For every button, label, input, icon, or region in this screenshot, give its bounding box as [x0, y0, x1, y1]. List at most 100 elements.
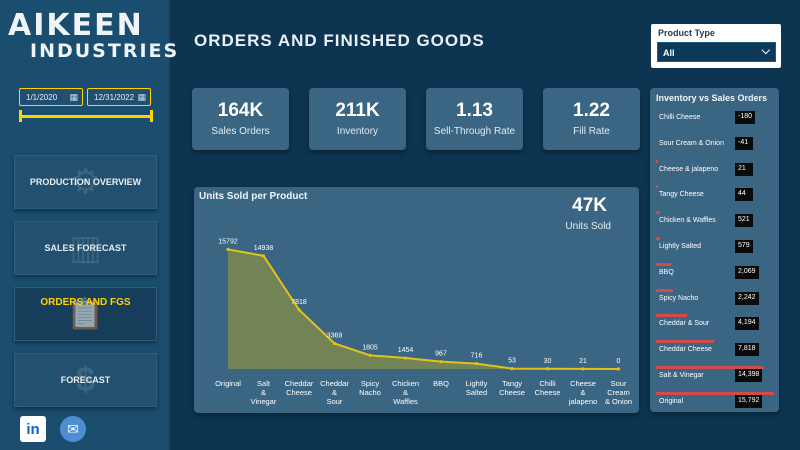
data-point[interactable] [510, 366, 514, 371]
inventory-row-value: 7,818 [735, 343, 759, 357]
mail-icon[interactable]: ✉ [60, 416, 86, 442]
nav-label: PRODUCTION OVERVIEW [29, 177, 142, 187]
inventory-row-name: Cheddar & Sour [659, 320, 710, 328]
category-tick-label: Tangy Cheese [499, 379, 525, 397]
data-point[interactable] [616, 367, 621, 371]
units-sold-total: 47K [572, 195, 607, 216]
nav-forecast-button[interactable]: $ FORECAST [14, 353, 157, 407]
nav-production-overview-button[interactable]: ⚙ PRODUCTION OVERVIEW [14, 155, 157, 209]
start-date-input[interactable]: 1/1/2020 ▦ [19, 88, 83, 106]
inventory-row-value: 2,242 [735, 291, 759, 305]
inventory-row-name: Chicken & Waffles [659, 217, 716, 225]
category-tick-label: Cheddar Cheese [285, 379, 314, 397]
data-label: 7818 [291, 299, 307, 306]
kpi-sales-orders: 164K Sales Orders [192, 88, 289, 150]
date-range-slider[interactable] [20, 115, 152, 118]
nav-sales-forecast-button[interactable]: ▥ SALES FORECAST [14, 221, 157, 275]
chart-title: Units Sold per Product [199, 191, 308, 202]
kpi-label: Sell-Through Rate [433, 126, 516, 137]
inventory-row-value: 4,194 [735, 317, 759, 331]
chevron-down-icon[interactable]: ⌵ [761, 45, 770, 57]
data-point[interactable] [439, 360, 443, 364]
inventory-row[interactable]: Spicy Nacho 2,242 [650, 288, 779, 316]
inventory-row-value: 21 [735, 162, 753, 176]
inventory-row[interactable]: Sour Cream & Onion -41 [650, 136, 779, 161]
data-label: 15792 [218, 238, 238, 245]
inventory-row-name: BBQ [659, 268, 674, 276]
category-tick-label: Spicy Nacho [359, 379, 381, 397]
nav-label: SALES FORECAST [44, 243, 127, 253]
data-label: 716 [471, 353, 483, 360]
inventory-row[interactable]: Cheddar Cheese 7,818 [650, 340, 779, 367]
date-slider-start-handle[interactable] [19, 110, 22, 122]
inventory-bar [656, 366, 764, 369]
inventory-row[interactable]: Cheddar & Sour 4,194 [650, 314, 779, 341]
factory-icon: ⚙ [70, 163, 101, 201]
kpi-sell-through-rate: 1.13 Sell-Through Rate [426, 88, 523, 150]
units-sold-chart[interactable]: 15792 Original 14938 Salt & Vinegar 7818 Chedda… [194, 187, 639, 413]
kpi-label: Inventory [336, 126, 379, 137]
inventory-bar [656, 288, 673, 292]
inventory-row[interactable]: Original 15,792 [650, 391, 779, 419]
data-point[interactable] [332, 341, 337, 346]
data-label: 30 [544, 358, 552, 365]
inventory-vs-sales-title: Inventory vs Sales Orders [656, 93, 768, 103]
warehouse-icon: ▥ [69, 229, 102, 267]
nav-label: FORECAST [60, 375, 111, 385]
data-point[interactable] [297, 308, 301, 312]
category-tick-label: Salt & Vinegar [251, 379, 277, 406]
inventory-bar [656, 391, 774, 395]
inventory-row-name: Chilli Cheese [659, 114, 701, 121]
inventory-row[interactable]: Tangy Cheese 44 [650, 185, 779, 212]
inventory-row[interactable]: Chicken & Waffles 521 [650, 211, 779, 238]
end-date-input[interactable]: 12/31/2022 ▦ [87, 88, 151, 106]
inventory-row[interactable]: BBQ 2,069 [650, 262, 779, 290]
category-tick-label: Sour Cream & Onion [605, 379, 632, 406]
category-tick-label: Lightly Salted [466, 379, 488, 397]
area-fill [228, 249, 619, 369]
kpi-value: 164K [217, 100, 264, 121]
kpi-fill-rate: 1.22 Fill Rate [543, 88, 640, 150]
data-point[interactable] [226, 247, 230, 251]
inventory-row-value: 579 [735, 240, 753, 253]
data-label: 0 [617, 358, 621, 365]
data-label: 14938 [254, 245, 274, 252]
category-tick-label: BBQ [433, 379, 449, 388]
data-point[interactable] [545, 367, 550, 371]
data-point[interactable] [403, 356, 408, 360]
inventory-row-value: -41 [735, 136, 753, 150]
kpi-value: 1.22 [573, 100, 610, 121]
inventory-row-value: 15,792 [735, 394, 763, 408]
data-label: 21 [579, 358, 587, 365]
linkedin-icon[interactable]: in [20, 416, 46, 442]
product-type-dropdown[interactable]: All ⌵ [657, 42, 776, 62]
inventory-bar [656, 314, 688, 318]
page-title: ORDERS AND FINISHED GOODS [194, 31, 485, 50]
inventory-row[interactable]: Chilli Cheese -180 [650, 110, 779, 135]
inventory-row-value: 44 [735, 188, 753, 202]
inventory-row[interactable]: Salt & Vinegar 14,398 [650, 366, 779, 393]
data-point[interactable] [261, 254, 266, 258]
inventory-row[interactable]: Lightly Salted 579 [650, 237, 779, 264]
inventory-bar [656, 159, 658, 163]
calendar-icon[interactable]: ▦ [137, 92, 146, 102]
data-point[interactable] [368, 353, 372, 357]
units-sold-chart-panel: 15792 Original 14938 Salt & Vinegar 7818 Chedda… [194, 187, 639, 413]
category-tick-label: Chilli Cheese [535, 379, 561, 397]
money-chart-icon: $ [76, 360, 95, 399]
kpi-value: 1.13 [456, 100, 493, 121]
data-label: 1805 [362, 344, 378, 351]
data-point[interactable] [581, 367, 585, 371]
inventory-row[interactable]: Cheese & jalapeno 21 [650, 159, 779, 187]
series-line [227, 248, 619, 370]
inventory-row-value: 14,398 [735, 369, 763, 382]
date-slider-end-handle[interactable] [150, 110, 153, 122]
nav-label: ORDERS AND FGS [40, 296, 131, 308]
data-label: 967 [435, 351, 447, 358]
data-point[interactable] [474, 361, 479, 366]
end-date-value: 12/31/2022 [94, 93, 135, 102]
nav-orders-and-fgs-button[interactable]: 📋 ORDERS AND FGS [14, 287, 157, 341]
category-tick-label: Chicken & Waffles [392, 379, 419, 406]
brand-logo-line2: INDUSTRIES [30, 40, 180, 62]
calendar-icon[interactable]: ▦ [69, 92, 78, 102]
